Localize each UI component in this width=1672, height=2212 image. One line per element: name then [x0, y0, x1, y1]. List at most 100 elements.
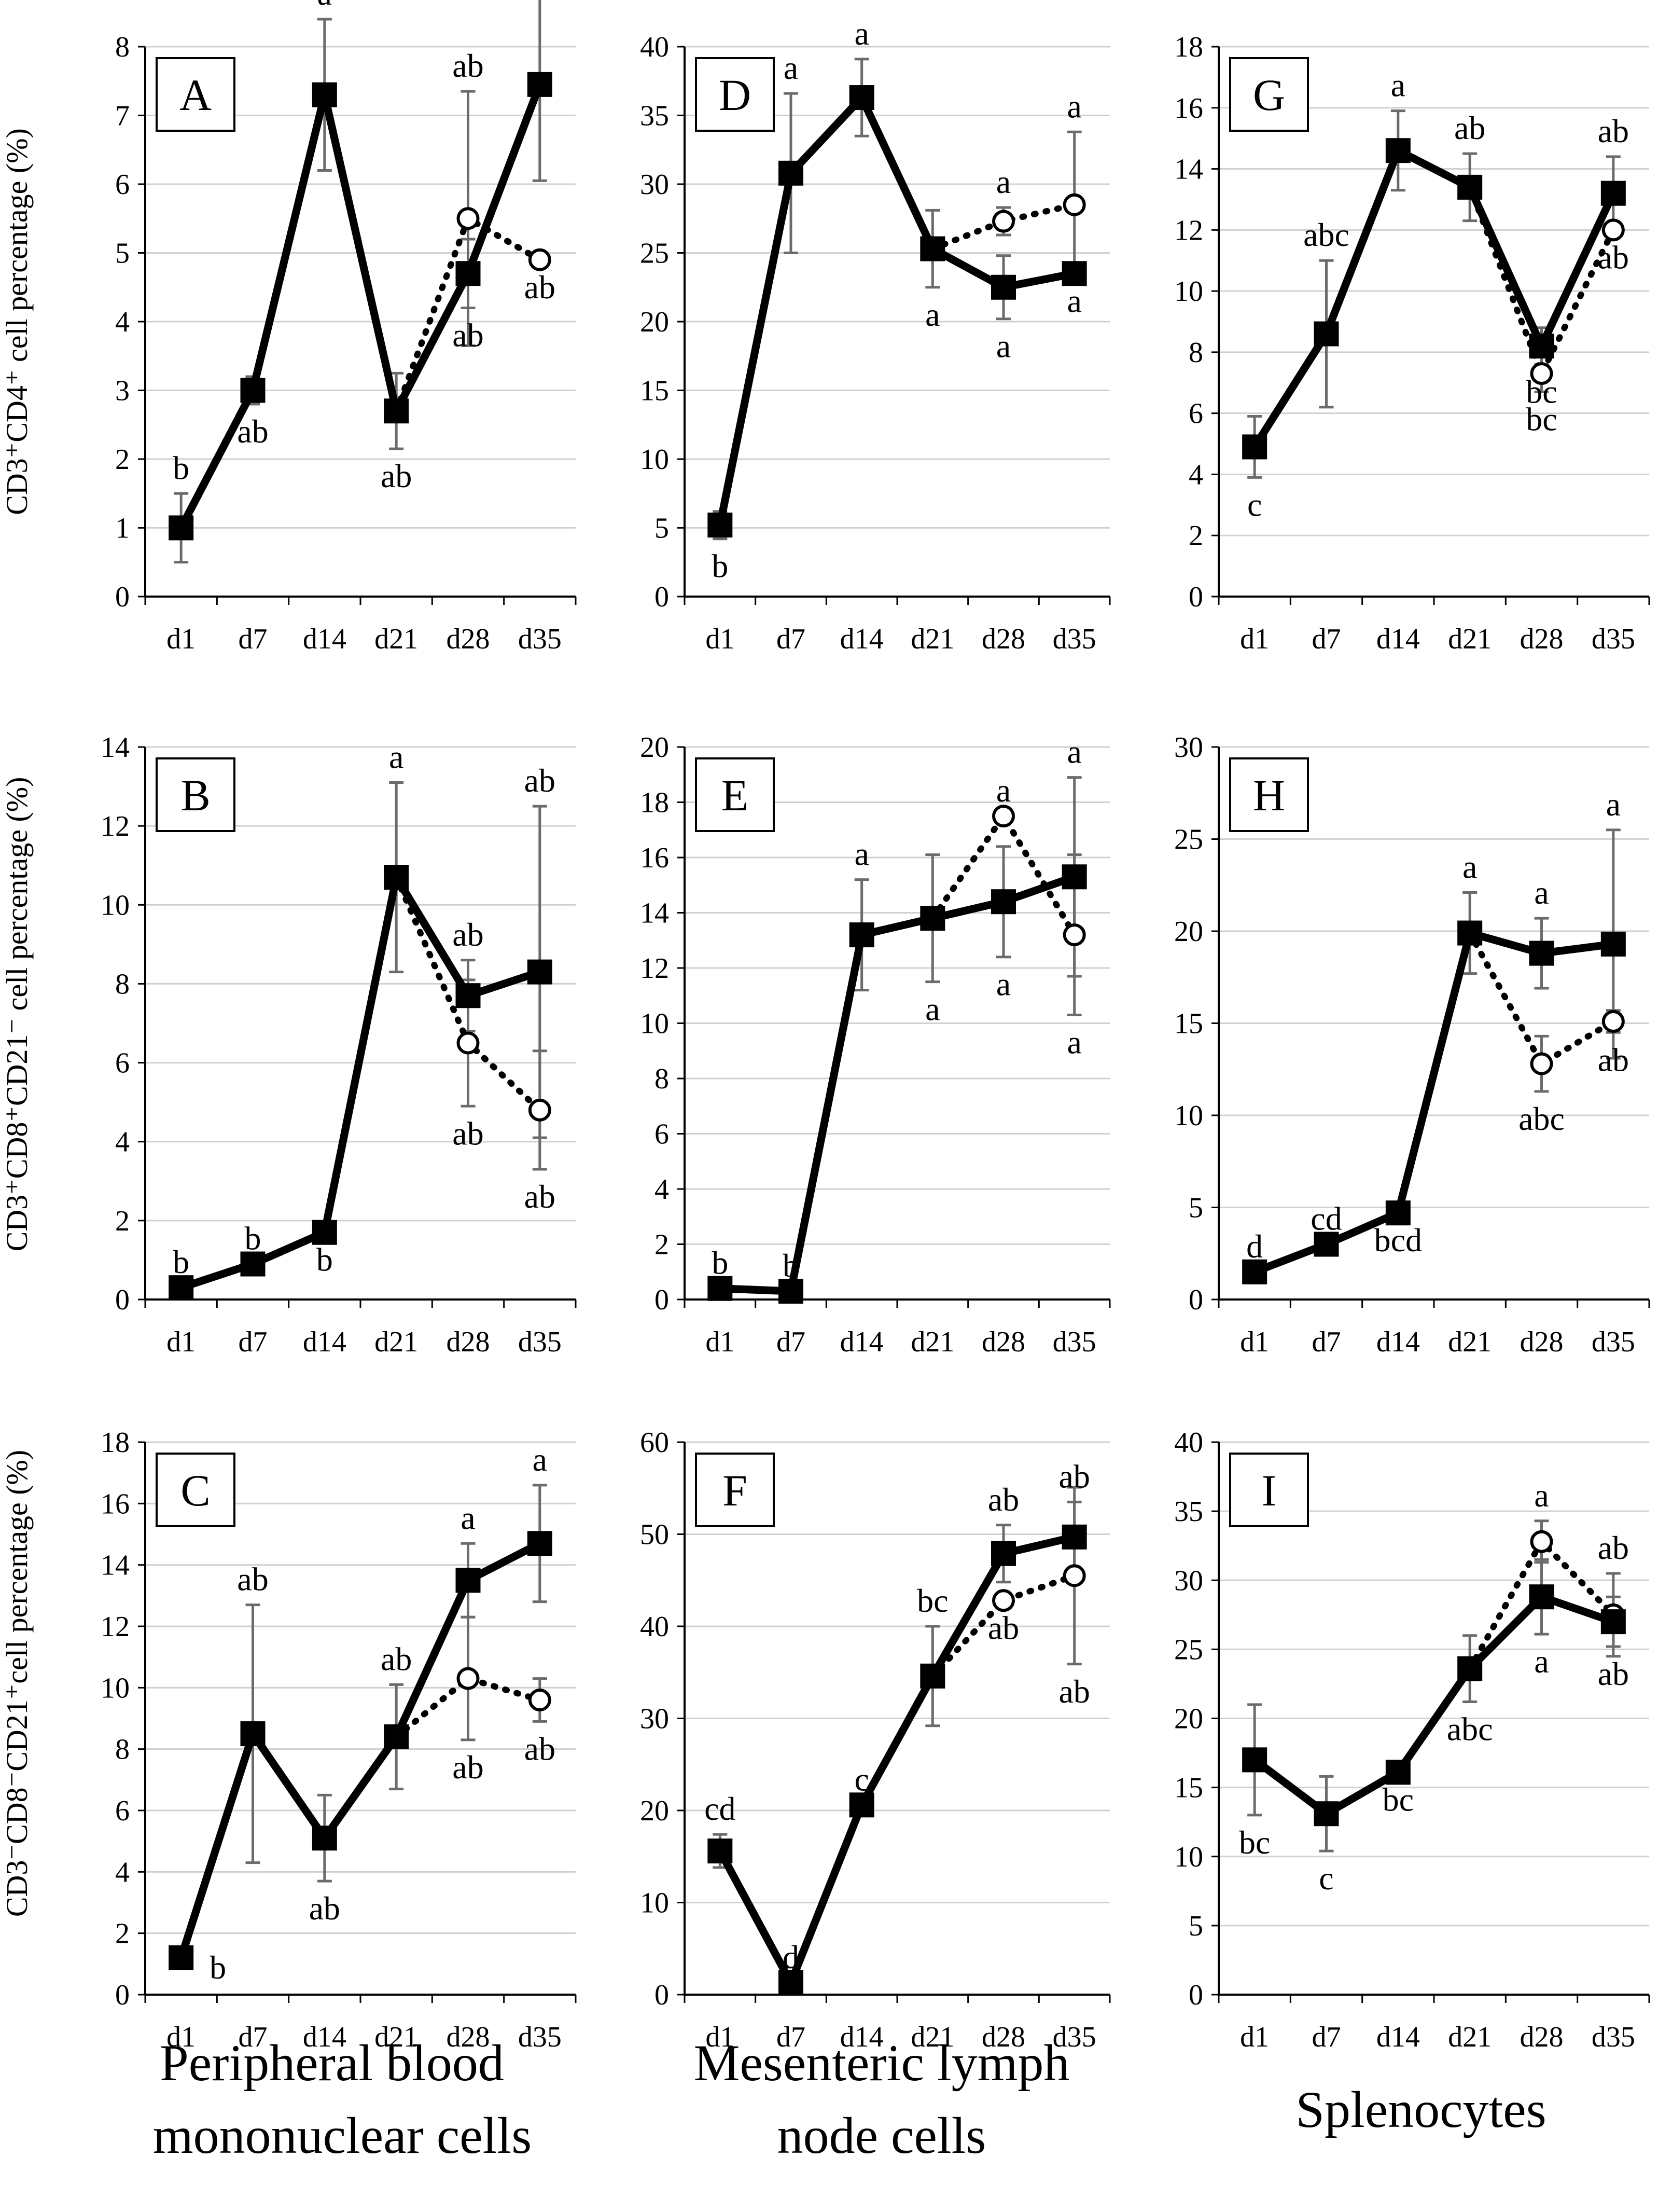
panel-F-ytick-label-1: 10	[640, 1887, 669, 1919]
panel-B-xtick-label-d14: d14	[303, 1326, 346, 1358]
panel-E-dotted-point-d35	[1063, 923, 1086, 947]
panel-F-solid-line	[716, 1533, 1076, 1987]
panel-B-dotted-sig-label-d35: ab	[524, 1178, 555, 1215]
panel-G-solid-sig-label-d35: ab	[1598, 113, 1629, 149]
panel-D-xtick-label-d7: d7	[776, 623, 805, 655]
panel-B-solid-sig-label-d1: b	[173, 1243, 189, 1280]
panel-G-ytick-label-5: 10	[1174, 275, 1203, 308]
panel-G-solid-line	[1251, 146, 1617, 449]
panel-I-solid-sig-label-d35: ab	[1598, 1655, 1629, 1692]
panel-H-solid-point-d7	[1314, 1232, 1339, 1257]
panel-B-ytick-label-0: 0	[115, 1284, 130, 1316]
panel-H-solid-sig-label-d7: cd	[1311, 1200, 1342, 1237]
panel-C-ytick-label-0: 0	[115, 1979, 130, 2011]
panel-C-solid-sig-label-d28: a	[461, 1499, 475, 1536]
panel-G-solid-point-d28	[1529, 334, 1554, 359]
panel-C-xtick-label-d35: d35	[518, 2021, 562, 2053]
panel-D-solid-sig-label-d14: a	[854, 15, 869, 52]
panel-G-ytick-label-9: 18	[1174, 31, 1203, 63]
panel-D-ytick-label-8: 40	[640, 31, 669, 63]
panel-G-solid-point-d7	[1314, 321, 1339, 347]
panel-C-solid-point-d1	[169, 1945, 194, 1970]
panel-A-ytick-label-6: 6	[115, 169, 130, 201]
panel-H-xtick-label-d7: d7	[1312, 1326, 1341, 1358]
panel-D-solid-point-d35	[1062, 261, 1087, 286]
panel-D: 0 5 10 15 20 25 30 35 40 d1 d7 d14 d21 d28 d35 Db a a a a a a…	[640, 15, 1111, 655]
panel-I-ytick-label-3: 15	[1174, 1772, 1203, 1804]
panel-A-solid-line	[177, 83, 544, 530]
panel-G-solid-point-d14	[1385, 138, 1411, 163]
panel-A-dotted-point-d35	[528, 248, 551, 271]
panel-B-solid-line	[179, 873, 541, 1292]
panel-D-solid-sig-label-d21: a	[925, 296, 940, 333]
panel-F-solid-sig-label-d21: bc	[917, 1582, 948, 1619]
panel-E-ytick-label-8: 16	[640, 842, 669, 874]
panel-H-solid-point-d14	[1385, 1200, 1411, 1226]
panel-F-xtick-label-d35: d35	[1053, 2021, 1096, 2053]
panel-A-solid-point-d7	[240, 378, 266, 403]
panel-G-solid-point-d21	[1457, 174, 1483, 200]
panel-A-ytick-label-7: 7	[115, 100, 130, 132]
panel-B-dotted-point-d35	[528, 1098, 551, 1122]
panel-G-solid-sig-label-d21: ab	[1454, 109, 1485, 146]
panel-I-solid-point-d1	[1242, 1747, 1267, 1773]
panel-H-xtick-label-d21: d21	[1448, 1326, 1492, 1358]
panel-H-letter-box	[1229, 757, 1309, 832]
panel-H-solid-point-d1	[1242, 1259, 1267, 1284]
panel-D-solid-line	[716, 93, 1076, 526]
panels-group: 012345678d1d7d14d21d28d35Ababaababaabab0…	[101, 0, 1650, 2053]
panel-F-solid-point-d7	[778, 1970, 803, 1995]
panel-B-ytick-label-7: 14	[101, 731, 130, 764]
panel-A-letter-box	[156, 57, 235, 132]
panel-C-dotted-point-d35	[528, 1689, 551, 1711]
panel-B-solid-point-d1	[169, 1275, 194, 1301]
panel-E-solid-sig-label-d14: a	[854, 836, 869, 873]
column-title-mln-line2: node cells	[777, 2107, 986, 2164]
column-title-splenocytes: Splenocytes	[1295, 2081, 1546, 2138]
panel-D-ytick-label-6: 30	[640, 169, 669, 201]
panel-I-ytick-label-1: 5	[1189, 1910, 1203, 1942]
panel-H-solid-point-d28	[1529, 941, 1554, 966]
panel-A-xtick-label-d35: d35	[518, 623, 562, 655]
panel-I-letter-box	[1229, 1453, 1309, 1527]
panel-E-ytick-label-5: 10	[640, 1008, 669, 1040]
panel-G-dotted-point-d28	[1530, 362, 1553, 385]
panel-C-ytick-label-9: 18	[101, 1427, 130, 1459]
panel-G-ytick-label-3: 6	[1189, 398, 1203, 430]
panel-I-ytick-label-4: 20	[1174, 1703, 1203, 1735]
panel-F-solid-sig-label-d14: c	[854, 1761, 869, 1798]
panel-F-solid-sig-label-d7: d	[783, 1939, 799, 1975]
panel-I-ytick-label-5: 25	[1174, 1634, 1203, 1666]
panel-B-solid-sig-label-d7: b	[245, 1220, 261, 1257]
panel-A-xtick-label-d28: d28	[447, 623, 490, 655]
panel-E-xtick-label-d28: d28	[982, 1326, 1025, 1358]
panel-E-ytick-label-4: 8	[654, 1063, 669, 1095]
panel-A-ytick-label-0: 0	[115, 581, 130, 613]
panel-H-xtick-label-d35: d35	[1592, 1326, 1635, 1358]
panel-D-solid-point-d28	[991, 274, 1016, 300]
panel-E-solid-sig-label-d21: a	[925, 991, 940, 1028]
panel-B-solid-point-d7	[240, 1251, 266, 1277]
panel-H-xtick-label-d14: d14	[1376, 1326, 1420, 1358]
panel-B-ytick-label-3: 6	[115, 1047, 130, 1080]
panel-I-xtick-label-d1: d1	[1240, 2021, 1269, 2053]
panel-G-ytick-label-2: 4	[1189, 459, 1203, 491]
panel-B-solid-sig-label-d14: b	[316, 1241, 333, 1278]
panel-I-solid-sig-label-d14: bc	[1383, 1781, 1414, 1818]
panel-C-solid-line	[177, 1540, 542, 1959]
panel-E-xtick-label-d1: d1	[705, 1326, 734, 1358]
panel-C-solid-point-d21	[384, 1724, 409, 1749]
panel-B-xtick-label-d7: d7	[239, 1326, 268, 1358]
panel-A: 012345678d1d7d14d21d28d35Ababaababaabab	[115, 0, 577, 655]
panel-C-xtick-label-d14: d14	[303, 2021, 346, 2053]
panel-E-ytick-label-0: 0	[654, 1284, 669, 1316]
row-ylabel-1: CD3⁺CD4⁺ cell percentage (%)	[0, 128, 34, 515]
panel-E-ytick-label-10: 20	[640, 731, 669, 764]
panel-D-ytick-label-2: 10	[640, 444, 669, 476]
panel-E-dotted-sig-label-d28: a	[996, 772, 1011, 809]
panel-A-dotted-point-d28	[456, 207, 480, 230]
panel-G-solid-point-d1	[1242, 434, 1267, 460]
panel-H-dotted-sig-label-d35: ab	[1598, 1041, 1629, 1078]
